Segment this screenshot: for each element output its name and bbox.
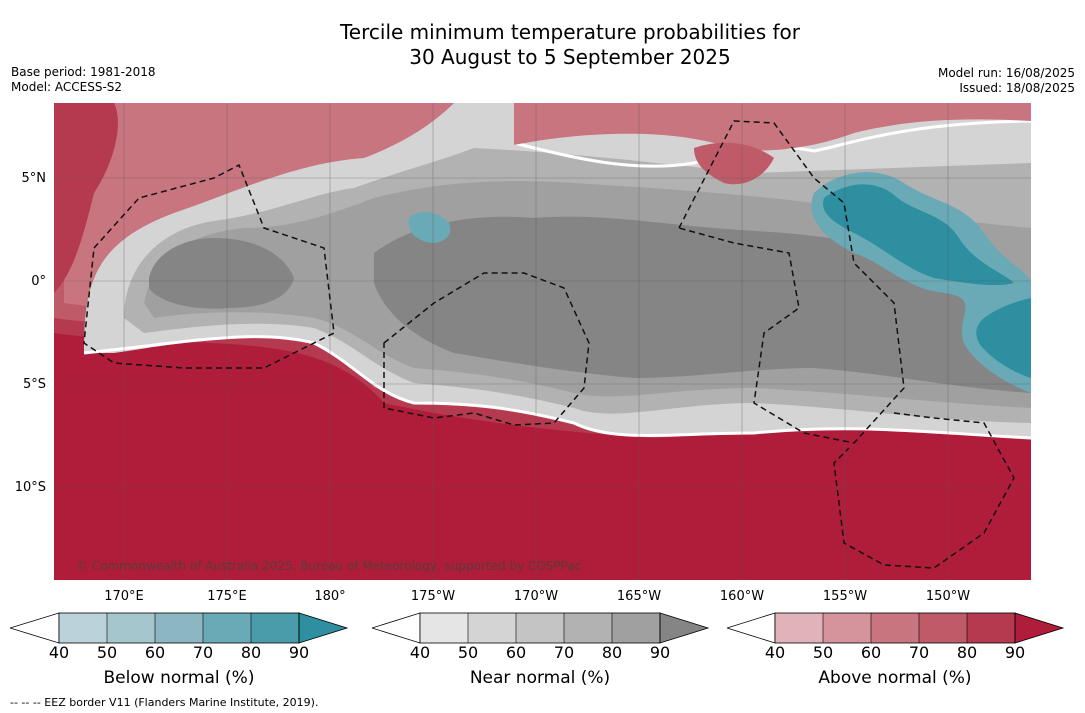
- lon-label-155w: 155°W: [822, 589, 868, 604]
- colorbar-near-extend-left: [372, 612, 421, 644]
- title-line-1: Tercile minimum temperature probabilitie…: [339, 20, 801, 44]
- meta-right: Model run: 16/08/2025 Issued: 18/08/2025: [938, 66, 1075, 96]
- eez-border-kiribati-west: [83, 163, 335, 369]
- colorbar-below-bin-4: [203, 613, 251, 643]
- meta-left: Base period: 1981-2018 Model: ACCESS-S2: [11, 65, 156, 95]
- colorbar-below-bin-5: [251, 613, 299, 643]
- tick-label: 60: [860, 643, 882, 662]
- lat-label-5n: 5°N: [21, 171, 47, 186]
- near-normal-west-core: [149, 238, 294, 309]
- lon-label-170w: 170°W: [513, 589, 559, 604]
- tick-label: 90: [1004, 643, 1026, 662]
- colorbar-below-label: Below normal (%): [103, 668, 255, 688]
- lon-label-175e: 175°E: [207, 589, 247, 604]
- issued-date: Issued: 18/08/2025: [959, 81, 1075, 95]
- colorbar-below-normal: [10, 612, 349, 644]
- lon-label-160w: 160°W: [719, 589, 765, 604]
- colorbar-near-bin-3: [516, 613, 564, 643]
- colorbar-above-bin-3: [871, 613, 919, 643]
- tick-label: 80: [601, 643, 623, 662]
- colorbar-below-extend-left: [10, 612, 60, 644]
- model-name: Model: ACCESS-S2: [11, 80, 123, 94]
- tick-label: 70: [192, 643, 214, 662]
- tick-label: 80: [956, 643, 978, 662]
- colorbar-above-bin-2: [823, 613, 871, 643]
- tick-label: 80: [240, 643, 262, 662]
- colorbar-near-normal: [372, 612, 710, 644]
- colorbar-below-extend-right: [298, 612, 349, 644]
- tick-label: 60: [505, 643, 527, 662]
- colorbar-near-label: Near normal (%): [469, 668, 611, 688]
- eez-borders: [83, 120, 1015, 569]
- eez-border-southeast: [833, 412, 1015, 569]
- below-normal-patch-small: [408, 211, 451, 243]
- colorbar-above-extend-left: [727, 612, 776, 644]
- tick-label: 50: [457, 643, 479, 662]
- graticule: [54, 103, 1031, 580]
- colorbar-near-bin-1: [420, 613, 468, 643]
- above-normal-north-core: [694, 142, 774, 185]
- below-normal-patch-east-core: [823, 184, 1014, 286]
- tick-label: 70: [908, 643, 930, 662]
- lat-label-5s: 5°S: [22, 377, 46, 392]
- colorbar-near-extend-right: [659, 612, 710, 644]
- tick-label: 60: [144, 643, 166, 662]
- base-period: Base period: 1981-2018: [11, 65, 156, 79]
- tick-label: 90: [649, 643, 671, 662]
- colorbar-below-bin-3: [155, 613, 203, 643]
- lon-label-180: 180°: [314, 589, 346, 604]
- eez-border-phoenix: [383, 272, 590, 426]
- colorbar-above-normal: [727, 612, 1065, 644]
- tick-label: 70: [553, 643, 575, 662]
- above-normal-northwest: [54, 103, 118, 293]
- title-line-2: 30 August to 5 September 2025: [409, 45, 731, 69]
- tick-label: 50: [812, 643, 834, 662]
- lon-label-165w: 165°W: [616, 589, 662, 604]
- chart-title: Tercile minimum temperature probabilitie…: [0, 20, 1085, 70]
- eez-border-line-islands: [678, 120, 905, 444]
- colorbar-above-bin-1: [775, 613, 823, 643]
- lon-label-170e: 170°E: [104, 589, 144, 604]
- lat-label-0: 0°: [31, 274, 46, 289]
- tick-label: 50: [96, 643, 118, 662]
- colorbar-above-bin-5: [967, 613, 1015, 643]
- tick-label: 90: [288, 643, 310, 662]
- tercile-boundary: [83, 335, 1031, 440]
- colorbar-below-frame: [58, 612, 300, 644]
- lon-label-175w: 175°W: [410, 589, 456, 604]
- probability-map: © Commonwealth of Australia 2025, Bureau…: [54, 103, 1031, 580]
- tick-label: 40: [409, 643, 431, 662]
- colorbar-above-frame: [774, 612, 1016, 644]
- tick-label: 40: [48, 643, 70, 662]
- colorbar-near-bin-5: [612, 613, 660, 643]
- lat-label-10s: 10°S: [14, 480, 46, 495]
- near-normal-core: [374, 216, 1031, 393]
- colorbar-above-label: Above normal (%): [818, 668, 972, 688]
- copyright-text: © Commonwealth of Australia 2025, Bureau…: [76, 559, 581, 573]
- tick-label: 40: [764, 643, 786, 662]
- lon-label-150w: 150°W: [925, 589, 971, 604]
- colorbar-below-bin-1: [59, 613, 107, 643]
- eez-footnote: -- -- -- EEZ border V11 (Flanders Marine…: [10, 696, 319, 709]
- colorbar-above-extend-right: [1014, 612, 1065, 644]
- below-normal-patch-southeast: [976, 298, 1031, 378]
- colorbar-near-frame: [419, 612, 661, 644]
- colorbar-below-bin-2: [107, 613, 155, 643]
- colorbar-above-bin-4: [919, 613, 967, 643]
- model-run: Model run: 16/08/2025: [937, 66, 1075, 80]
- colorbar-near-bin-4: [564, 613, 612, 643]
- colorbar-near-bin-2: [468, 613, 516, 643]
- above-normal-north-patch: [514, 103, 1031, 151]
